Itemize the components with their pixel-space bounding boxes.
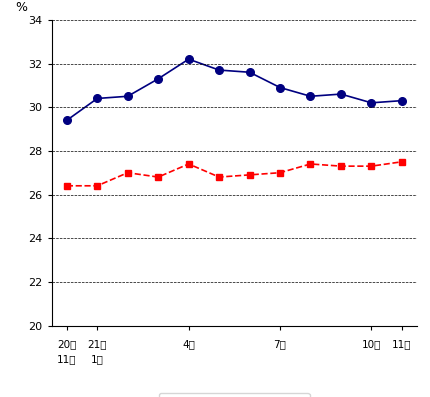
Line: 岐阜県: 岐阜県 xyxy=(63,55,405,124)
岐阜県 xyxy=(277,85,283,90)
岐阜県 xyxy=(156,77,161,81)
全国 xyxy=(186,162,191,166)
全国 xyxy=(277,170,283,175)
全国 xyxy=(64,183,69,188)
岐阜県 xyxy=(95,96,100,101)
全国 xyxy=(125,170,130,175)
岐阜県 xyxy=(369,100,374,105)
岐阜県 xyxy=(186,57,191,62)
全国 xyxy=(308,162,313,166)
Text: 1月: 1月 xyxy=(91,355,104,364)
全国 xyxy=(399,159,405,164)
Text: 4月: 4月 xyxy=(182,339,195,349)
全国 xyxy=(217,175,222,179)
Text: 11月: 11月 xyxy=(392,339,412,349)
岐阜県 xyxy=(125,94,130,98)
Text: 21年: 21年 xyxy=(88,339,107,349)
Text: 11月: 11月 xyxy=(57,355,77,364)
全国 xyxy=(247,173,252,177)
Text: 20年: 20年 xyxy=(57,339,77,349)
岐阜県 xyxy=(64,118,69,123)
全国 xyxy=(95,183,100,188)
Text: 7月: 7月 xyxy=(273,339,286,349)
Text: 10月: 10月 xyxy=(362,339,381,349)
Legend: 岐阜県, 全国: 岐阜県, 全国 xyxy=(159,393,310,397)
岐阜県 xyxy=(399,98,405,103)
全国 xyxy=(338,164,344,169)
全国 xyxy=(369,164,374,169)
Text: %: % xyxy=(15,1,27,14)
岐阜県 xyxy=(247,70,252,75)
岐阜県 xyxy=(308,94,313,98)
岐阜県 xyxy=(338,92,344,96)
Line: 全国: 全国 xyxy=(63,158,405,189)
全国 xyxy=(156,175,161,179)
岐阜県 xyxy=(217,68,222,73)
